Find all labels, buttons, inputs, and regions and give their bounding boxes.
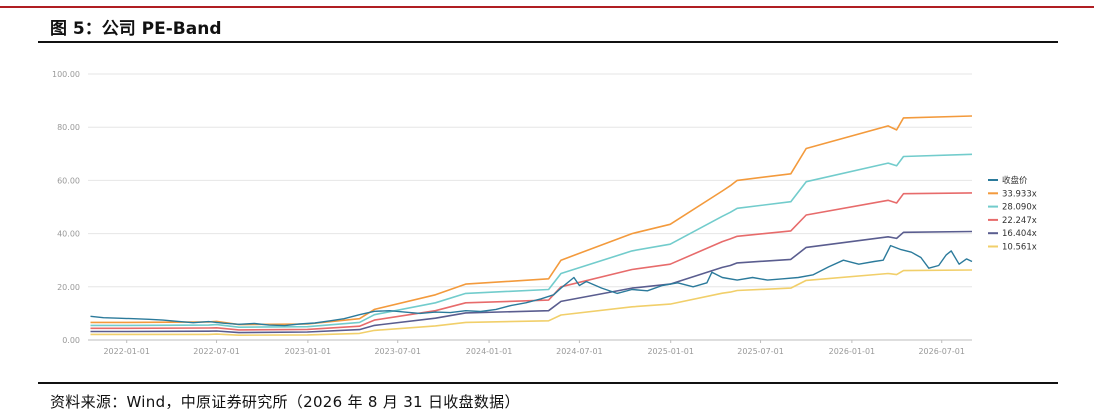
x-tick-label: 2023-07-01 (374, 347, 421, 356)
legend-label: 10.561x (1002, 243, 1037, 253)
legend-label: 28.090x (1002, 203, 1037, 213)
legend-label: 22.247x (1002, 216, 1037, 226)
y-tick-label: 60.00 (57, 176, 80, 185)
series-lines (90, 115, 973, 336)
x-tick-label: 2023-01-01 (285, 347, 332, 356)
series-line-收盘价 (90, 244, 973, 327)
top-rule (0, 6, 1094, 8)
series-line-28.090x (90, 153, 973, 328)
series-line-22.247x (90, 192, 973, 331)
y-tick-label: 40.00 (57, 230, 80, 239)
y-tick-label: 80.00 (57, 123, 80, 132)
grid-lines (88, 73, 972, 341)
legend-label: 收盘价 (1002, 175, 1028, 186)
x-tick-label: 2024-01-01 (466, 347, 513, 356)
bottom-rule (38, 382, 1058, 384)
figure-title: 图 5：公司 PE-Band (50, 19, 222, 39)
x-tick-label: 2025-01-01 (647, 347, 694, 356)
x-tick-label: 2025-07-01 (737, 347, 784, 356)
source-note: 资料来源：Wind，中原证券研究所（2026 年 8 月 31 日收盘数据） (50, 393, 520, 411)
x-tick-label: 2026-01-01 (829, 347, 876, 356)
y-tick-label: 100.00 (52, 70, 80, 79)
series-line-16.404x (90, 230, 973, 334)
legend-label: 16.404x (1002, 229, 1037, 239)
x-axis: 2022-01-01 2022-07-01 2023-01-01 2023-07-01… (103, 340, 965, 356)
title-rule (38, 41, 1058, 43)
x-tick-label: 2024-07-01 (556, 347, 603, 356)
legend: 收盘价 33.933x 28.090x 22.247x 16.404x 10.561x (988, 175, 1037, 253)
series-line-10.561x (90, 269, 973, 336)
series-line-33.933x (90, 115, 973, 326)
x-tick-label: 2026-07-01 (918, 347, 965, 356)
y-tick-label: 0.00 (62, 336, 80, 345)
y-tick-label: 20.00 (57, 283, 80, 292)
x-tick-label: 2022-07-01 (193, 347, 240, 356)
y-axis: 0.00 20.00 40.00 60.00 80.00 100.00 (52, 70, 80, 345)
x-tick-label: 2022-01-01 (103, 347, 150, 356)
legend-label: 33.933x (1002, 189, 1037, 199)
